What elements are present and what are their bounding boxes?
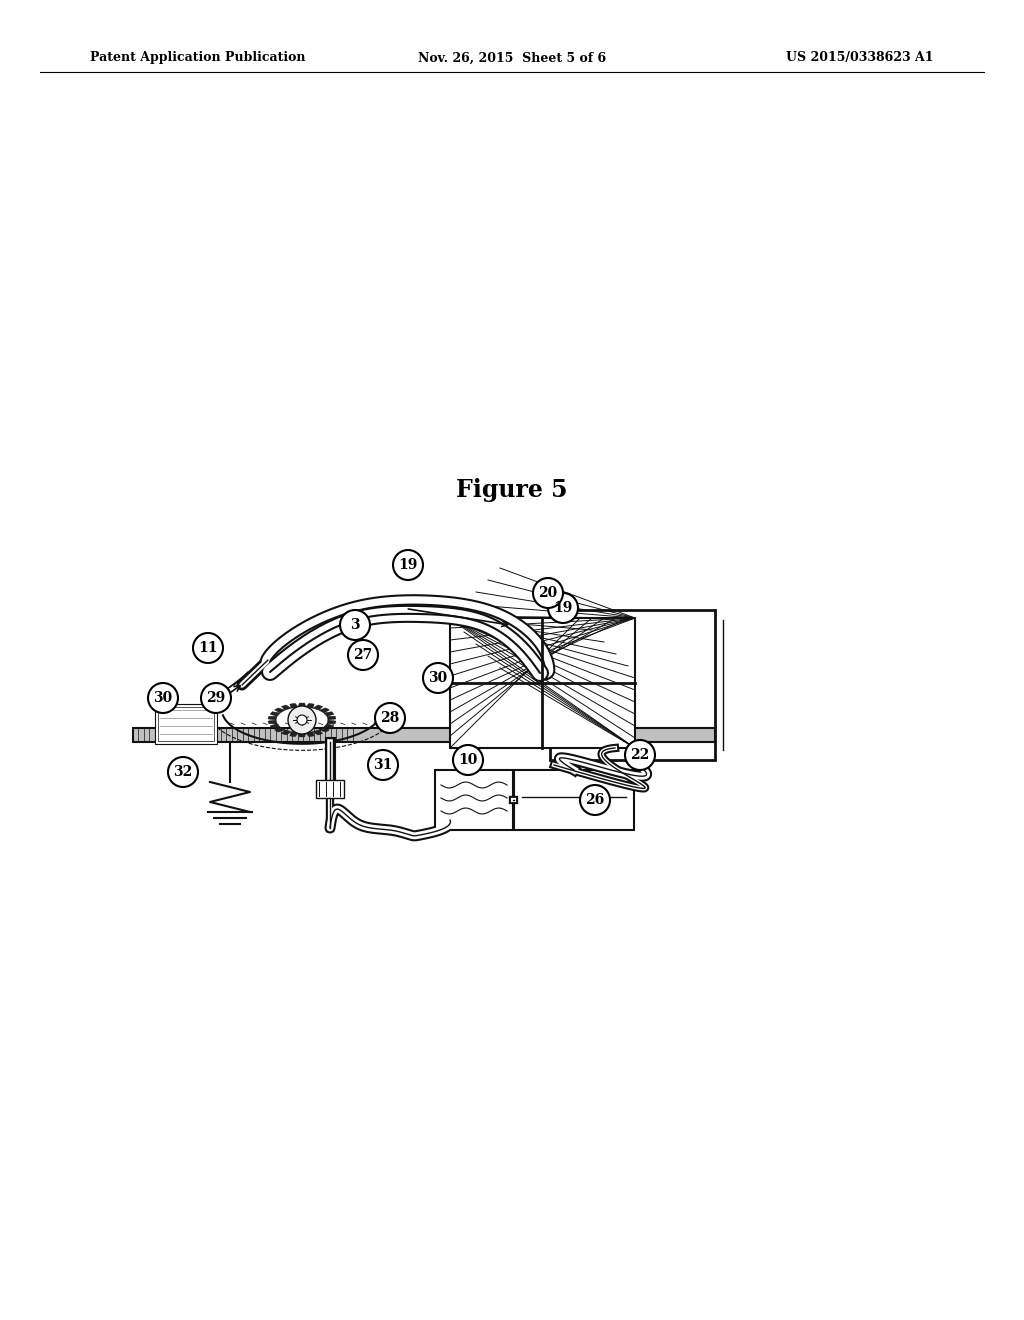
- Circle shape: [453, 744, 483, 775]
- Text: 22: 22: [631, 748, 649, 762]
- Bar: [316, 780, 344, 799]
- Polygon shape: [298, 733, 306, 737]
- Polygon shape: [290, 731, 298, 737]
- Circle shape: [375, 704, 406, 733]
- Text: 10: 10: [459, 752, 477, 767]
- Circle shape: [580, 785, 610, 814]
- Bar: [450, 618, 635, 748]
- Polygon shape: [312, 730, 323, 735]
- Text: 27: 27: [353, 648, 373, 663]
- Circle shape: [534, 578, 563, 609]
- Polygon shape: [282, 730, 291, 735]
- Polygon shape: [274, 727, 285, 733]
- Circle shape: [368, 750, 398, 780]
- Bar: [550, 610, 715, 760]
- Text: 29: 29: [207, 690, 225, 705]
- Text: 32: 32: [173, 766, 193, 779]
- Text: Figure 5: Figure 5: [457, 478, 567, 502]
- Bar: [158, 708, 214, 741]
- Circle shape: [193, 634, 223, 663]
- Circle shape: [548, 593, 578, 623]
- Circle shape: [297, 715, 307, 725]
- Polygon shape: [298, 704, 306, 708]
- Text: 3: 3: [350, 618, 359, 632]
- Polygon shape: [327, 717, 336, 719]
- Polygon shape: [268, 719, 278, 723]
- Circle shape: [288, 706, 316, 734]
- Polygon shape: [324, 711, 334, 717]
- Polygon shape: [306, 731, 314, 737]
- Polygon shape: [270, 711, 281, 717]
- Text: US 2015/0338623 A1: US 2015/0338623 A1: [786, 51, 934, 65]
- Circle shape: [625, 741, 655, 770]
- Circle shape: [423, 663, 453, 693]
- Text: Nov. 26, 2015  Sheet 5 of 6: Nov. 26, 2015 Sheet 5 of 6: [418, 51, 606, 65]
- Polygon shape: [306, 704, 314, 708]
- Polygon shape: [274, 708, 285, 713]
- Bar: [155, 704, 217, 744]
- Polygon shape: [290, 704, 298, 708]
- Text: 26: 26: [586, 793, 604, 807]
- Bar: [435, 770, 513, 830]
- Text: 28: 28: [380, 711, 399, 725]
- Polygon shape: [270, 723, 281, 729]
- Polygon shape: [324, 723, 334, 729]
- Text: 30: 30: [154, 690, 173, 705]
- Polygon shape: [268, 717, 278, 719]
- Circle shape: [348, 640, 378, 671]
- Text: 11: 11: [199, 642, 218, 655]
- Circle shape: [148, 682, 178, 713]
- Text: 30: 30: [428, 671, 447, 685]
- Polygon shape: [282, 705, 291, 710]
- Polygon shape: [319, 727, 330, 733]
- Circle shape: [168, 756, 198, 787]
- Polygon shape: [319, 708, 330, 713]
- Bar: [514, 770, 634, 830]
- Polygon shape: [312, 705, 323, 710]
- Text: 20: 20: [539, 586, 558, 601]
- Text: 19: 19: [553, 601, 572, 615]
- Text: Patent Application Publication: Patent Application Publication: [90, 51, 305, 65]
- Circle shape: [201, 682, 231, 713]
- Circle shape: [393, 550, 423, 579]
- Text: 19: 19: [398, 558, 418, 572]
- Bar: [133, 729, 715, 742]
- Circle shape: [340, 610, 370, 640]
- Text: 31: 31: [374, 758, 392, 772]
- Polygon shape: [327, 719, 336, 723]
